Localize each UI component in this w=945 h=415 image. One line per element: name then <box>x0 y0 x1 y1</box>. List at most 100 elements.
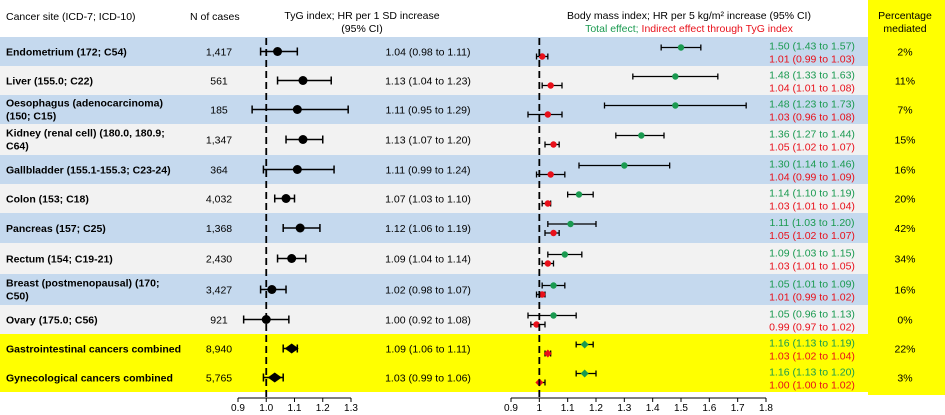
total-effect-point <box>672 73 679 80</box>
table-row: Ovary (175.0; C56) 921 1.00 (0.92 to 1.08)… <box>6 309 913 334</box>
indirect-effect-point <box>547 171 554 178</box>
row-band <box>0 155 868 184</box>
row-band <box>0 274 868 305</box>
cancer-site-label: Gastrointestinal cancers combined <box>6 344 181 356</box>
tyg-hr-ci: 1.09 (1.06 to 1.11) <box>385 344 470 356</box>
tyg-hr-ci: 1.09 (1.04 to 1.14) <box>385 254 471 266</box>
indirect-effect-point <box>533 321 540 328</box>
row-band <box>0 243 868 274</box>
cancer-site-label: Ovary (175.0; C56) <box>6 315 98 327</box>
indirect-effect-ci: 1.03 (0.96 to 1.08) <box>769 112 855 124</box>
case-count: 3,427 <box>206 285 232 297</box>
tyg-point-marker <box>298 135 308 144</box>
cancer-site-label: Liver (155.0; C22) <box>6 76 93 88</box>
total-effect-diamond <box>580 369 589 378</box>
cancer-site-label: Kidney (renal cell) (180.0, 180.9; <box>6 128 165 140</box>
percent-mediated: 2% <box>897 47 912 59</box>
total-effect-ci: 1.09 (1.03 to 1.15) <box>769 248 855 260</box>
cancer-site-label: Breast (postmenopausal) (170; <box>6 278 159 290</box>
header-percentage: Percentage <box>878 10 932 22</box>
tyg-hr-ci: 1.13 (1.07 to 1.20) <box>385 135 471 147</box>
forest-marks <box>242 44 747 387</box>
cancer-site-label: Gynecological cancers combined <box>6 373 173 385</box>
indirect-effect-ci: 1.04 (1.01 to 1.08) <box>769 83 855 95</box>
tyg-hr-ci: 1.00 (0.92 to 1.08) <box>385 315 471 327</box>
row-band <box>0 305 868 334</box>
percent-mediated: 0% <box>897 315 912 327</box>
total-effect-point <box>550 312 557 319</box>
row-band <box>0 95 868 124</box>
bmi-tick-label: 1.8 <box>759 403 773 414</box>
table-row: Gallbladder (155.1-155.3; C23-24) 364 1.11… <box>6 159 916 184</box>
bmi-tick-label: 1.3 <box>617 403 631 414</box>
case-count: 4,032 <box>206 194 232 206</box>
tyg-point-marker <box>295 223 305 233</box>
table-row: Gastrointestinal cancers combined 8,940 1.… <box>6 338 916 363</box>
case-count: 364 <box>210 165 228 177</box>
cancer-site-label-line2: (150; C15) <box>6 111 56 123</box>
tyg-hr-ci: 1.02 (0.98 to 1.07) <box>385 285 471 297</box>
cancer-site-label: Oesophagus (adenocarcinoma) <box>6 98 163 110</box>
total-effect-ci: 1.16 (1.13 to 1.20) <box>769 367 855 379</box>
indirect-effect-point <box>550 141 557 148</box>
table-row: Oesophagus (adenocarcinoma)(150; C15) 185… <box>6 98 913 124</box>
table-row: Breast (postmenopausal) (170;C50) 3,427 1.… <box>6 278 916 304</box>
header-tyg-line2: (95% CI) <box>341 23 382 35</box>
table-row: Gynecological cancers combined 5,765 1.03 … <box>6 367 913 392</box>
percent-mediated: 22% <box>894 344 915 356</box>
case-count: 1,347 <box>206 135 232 147</box>
tyg-hr-ci: 1.04 (0.98 to 1.11) <box>385 47 470 59</box>
indirect-effect-point <box>538 291 546 298</box>
cancer-site-label: Endometrium (172; C54) <box>6 47 127 59</box>
percent-mediated: 42% <box>894 223 915 235</box>
bmi-tick-label: 1 <box>537 403 543 414</box>
total-effect-ci: 1.50 (1.43 to 1.57) <box>769 41 855 53</box>
indirect-effect-point <box>544 200 552 207</box>
indirect-effect-ci: 1.01 (0.99 to 1.02) <box>769 292 855 304</box>
header-cancer-site: Cancer site (ICD-7; ICD-10) <box>6 11 136 23</box>
case-count: 5,765 <box>206 373 232 385</box>
indirect-effect-ci: 0.99 (0.97 to 1.02) <box>769 322 855 334</box>
indirect-effect-diamond <box>543 349 552 358</box>
table-row: Endometrium (172; C54) 1,417 1.04 (0.98 to… <box>6 41 913 66</box>
case-count: 8,940 <box>206 344 232 356</box>
bmi-tick-label: 1.2 <box>589 403 603 414</box>
tyg-hr-ci: 1.11 (0.99 to 1.24) <box>385 165 470 177</box>
cancer-site-label: Pancreas (157; C25) <box>6 223 106 235</box>
bmi-tick-label: 1.6 <box>702 403 716 414</box>
table-rows: Endometrium (172; C54) 1,417 1.04 (0.98 to… <box>6 41 916 392</box>
tyg-tick-label: 1.0 <box>259 403 273 414</box>
indirect-effect-ci: 1.03 (1.01 to 1.05) <box>769 261 855 273</box>
row-band <box>0 213 868 243</box>
total-effect-ci: 1.05 (0.96 to 1.13) <box>769 309 855 321</box>
percent-mediated: 3% <box>897 373 912 385</box>
row-band <box>0 37 868 66</box>
header-effect-legend: Total effect; Indirect effect through Ty… <box>585 23 794 35</box>
cancer-site-label: Colon (153; C18) <box>6 194 89 206</box>
tyg-hr-ci: 1.07 (1.03 to 1.10) <box>385 194 471 206</box>
case-count: 1,417 <box>206 47 232 59</box>
total-effect-point <box>575 191 583 198</box>
tyg-point-marker <box>292 165 302 174</box>
table-row: Pancreas (157; C25) 1,368 1.12 (1.06 to 1.… <box>6 217 916 242</box>
tyg-diamond-marker <box>284 343 299 354</box>
row-bands <box>0 0 945 395</box>
total-effect-ci: 1.48 (1.33 to 1.63) <box>769 70 855 82</box>
total-effect-point <box>561 251 569 258</box>
total-effect-point <box>550 282 557 289</box>
row-band <box>0 66 868 95</box>
indirect-effect-ci: 1.03 (1.01 to 1.04) <box>769 201 855 213</box>
case-count: 1,368 <box>206 223 232 235</box>
case-count: 2,430 <box>206 254 232 266</box>
tyg-point-marker <box>281 194 291 203</box>
total-effect-ci: 1.11 (1.03 to 1.20) <box>769 217 854 229</box>
axes: 0.9 1.0 1.1 1.2 1.3 0.9 1 1.1 1.2 1.3 1.4 1.5 1.6 1.7… <box>231 38 773 414</box>
indirect-effect-ci: 1.00 (1.00 to 1.02) <box>769 380 855 392</box>
tyg-tick-label: 1.1 <box>288 403 302 414</box>
total-effect-point <box>567 220 574 228</box>
tyg-tick-label: 1.2 <box>316 403 330 414</box>
indirect-effect-point <box>544 111 552 118</box>
total-effect-ci: 1.14 (1.10 to 1.19) <box>769 188 855 200</box>
header-mediated: mediated <box>883 23 926 35</box>
